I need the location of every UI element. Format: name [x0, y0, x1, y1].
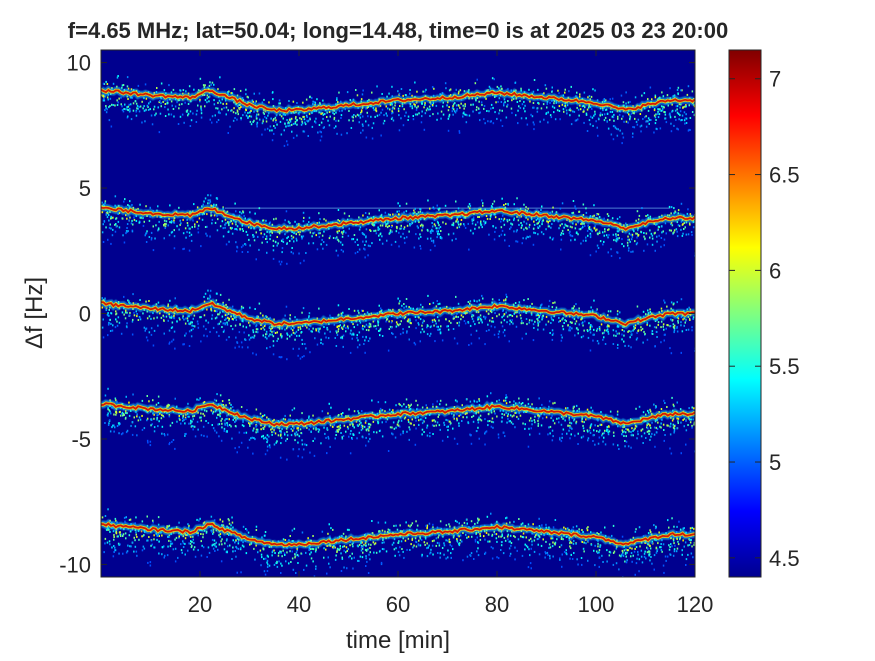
x-tick-label: 40 — [287, 592, 311, 617]
y-axis-label: Δf [Hz] — [21, 277, 48, 349]
colorbar-tick-label: 7 — [769, 67, 781, 92]
x-tick-label: 120 — [677, 592, 714, 617]
colorbar-tick-label: 6.5 — [769, 163, 800, 188]
y-tick-label: 10 — [67, 51, 91, 76]
x-tick-label: 100 — [578, 592, 615, 617]
chart-title: f=4.65 MHz; lat=50.04; long=14.48, time=… — [68, 18, 728, 43]
y-tick-label: 0 — [79, 302, 91, 327]
colorbar-tick-label: 4.5 — [769, 546, 800, 571]
y-tick-label: -10 — [59, 552, 91, 577]
x-tick-label: 20 — [188, 592, 212, 617]
x-tick-label: 60 — [386, 592, 410, 617]
y-tick-label: -5 — [71, 427, 91, 452]
x-axis-label: time [min] — [346, 627, 450, 654]
colorbar — [729, 50, 761, 577]
x-tick-label: 80 — [485, 592, 509, 617]
colorbar-tick-label: 6 — [769, 258, 781, 283]
colorbar-tick-label: 5.5 — [769, 354, 800, 379]
colorbar-tick-label: 5 — [769, 450, 781, 475]
y-tick-label: 5 — [79, 176, 91, 201]
